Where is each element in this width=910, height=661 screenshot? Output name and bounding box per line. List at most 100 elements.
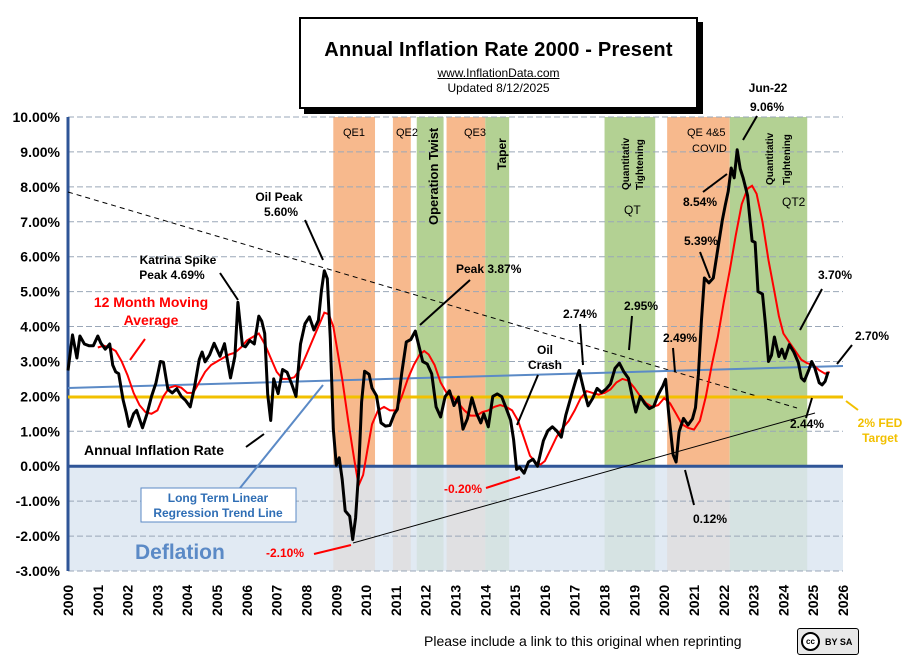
band-1 (392, 117, 411, 571)
reprint-note: Please include a link to this original w… (424, 633, 742, 649)
band-labels: QE1 QE2 Operation Twist QE3 Taper Quanti… (343, 127, 806, 225)
y-tick-label: 10.00% (13, 109, 61, 125)
x-tick-label: 2013 (448, 585, 464, 616)
y-tick-label: 6.00% (20, 249, 60, 265)
x-tick-label: 2023 (746, 585, 762, 616)
annotation-370-pointer (799, 288, 823, 331)
annotation-peak-387: Peak 3.87% (456, 262, 522, 276)
y-tick-label: -1.00% (16, 493, 61, 509)
band-label-covid: COVID (692, 143, 727, 155)
annotation-oil-crash-pointer (516, 374, 539, 426)
band-label-qe1: QE1 (343, 127, 365, 139)
fed-target-pointer (845, 400, 859, 411)
annotation-ma-2: Average (124, 312, 179, 328)
y-tick-label: 7.00% (20, 214, 60, 230)
x-tick-label: 2002 (120, 585, 136, 616)
x-tick-label: 2017 (567, 585, 583, 616)
trend-label-line1: Long Term Linear (168, 491, 269, 505)
annotation-012: 0.12% (693, 512, 727, 526)
license-text: BY SA (825, 637, 853, 647)
annotation-249: 2.49% (663, 331, 697, 345)
band-label-twist: Operation Twist (426, 127, 441, 225)
fed-target-label-1: 2% FED (858, 416, 903, 430)
annotation-244-pointer (805, 397, 813, 419)
annotation-906-pointer (742, 115, 758, 141)
x-tick-label: 2016 (537, 585, 553, 616)
annotation-peak-387-pointer (419, 279, 471, 326)
band-label-qt: QT (624, 203, 641, 217)
y-tick-label: 3.00% (20, 353, 60, 369)
annotation-012-pointer (684, 469, 695, 506)
source-link[interactable]: www.InflationData.com (437, 66, 560, 80)
annotation-oil-peak-2: 5.60% (264, 205, 298, 219)
annotation-neg210: -2.10% (266, 546, 304, 560)
band-label-qt2-vertical-2: Tightening (782, 134, 793, 185)
x-tick-label: 2003 (149, 585, 165, 616)
y-tick-label: -2.00% (16, 528, 61, 544)
y-tick-label: 4.00% (20, 319, 60, 335)
annotation-annual-pointer (245, 433, 265, 448)
moving-average-line (97, 184, 830, 489)
annotation-katrina-pointer (219, 272, 239, 301)
annotations: Oil Peak 5.60% Katrina Spike Peak 4.69% … (84, 81, 889, 560)
x-tick-label: 2010 (358, 585, 374, 616)
annotation-katrina-2: Peak 4.69% (139, 268, 205, 282)
annotation-oil-peak-1: Oil Peak (255, 190, 303, 204)
annotation-274-pointer (579, 323, 584, 366)
annotation-539-pointer (699, 251, 711, 279)
x-tick-label: 2001 (90, 585, 106, 616)
band-label-qe45: QE 4&5 (687, 127, 726, 139)
annotation-295: 2.95% (624, 299, 658, 313)
annotation-jun22: Jun-22 (749, 81, 788, 95)
x-tick-labels: 2000 2001 2002 2003 2004 2005 2006 2007 2008 2009… (60, 585, 851, 616)
annotation-neg020: -0.20% (444, 482, 482, 496)
x-tick-label: 2022 (716, 585, 732, 616)
annotation-295-pointer (628, 315, 633, 351)
annotation-oil-peak-pointer (304, 219, 324, 261)
x-tick-label: 2007 (269, 585, 285, 616)
band-4 (485, 117, 510, 571)
trend-label-line2: Regression Trend Line (153, 506, 283, 520)
x-tick-label: 2015 (507, 585, 523, 616)
band-label-qt-vertical-2: Tightening (635, 139, 646, 190)
annotation-ma-pointer (129, 338, 146, 361)
y-tick-label: 5.00% (20, 284, 60, 300)
band-label-qe3: QE3 (464, 127, 486, 139)
x-tick-label: 2009 (328, 585, 344, 616)
annotation-854-pointer (702, 173, 728, 193)
y-tick-label: 0.00% (20, 458, 60, 474)
band-label-taper: Taper (495, 138, 509, 170)
updated-date: Updated 8/12/2025 (447, 81, 550, 95)
x-tick-label: 2006 (239, 585, 255, 616)
fed-target-label-2: Target (862, 431, 898, 445)
x-tick-label: 2012 (418, 585, 434, 616)
annotation-249-pointer (672, 347, 676, 373)
low-support-line (352, 412, 816, 544)
annotation-ma-1: 12 Month Moving (94, 294, 208, 310)
creative-commons-icon: cc (801, 632, 820, 651)
annotation-270-pointer (836, 344, 853, 365)
annual-inflation-line (66, 148, 830, 542)
annotation-neg210-pointer (313, 544, 352, 555)
x-tick-label: 2026 (835, 585, 851, 616)
x-tick-label: 2018 (597, 585, 613, 616)
y-tick-label: -3.00% (16, 563, 61, 579)
x-tick-label: 2024 (775, 585, 791, 616)
x-tick-label: 2020 (656, 585, 672, 616)
x-tick-label: 2025 (805, 585, 821, 616)
band-label-qe2: QE2 (396, 127, 418, 139)
x-tick-label: 2011 (388, 585, 404, 616)
license-badge[interactable]: cc BY SA (797, 628, 859, 655)
dashed-downtrend-line (67, 191, 798, 409)
annotation-854: 8.54% (683, 195, 717, 209)
band-label-qt2-vertical-1: Quantitativ (765, 132, 776, 185)
x-tick-label: 2008 (298, 585, 314, 616)
trend-label-box (140, 487, 297, 523)
x-tick-label: 2019 (626, 585, 642, 616)
annotation-906: 9.06% (750, 100, 784, 114)
x-tick-label: 2014 (477, 585, 493, 616)
y-tick-label: 1.00% (20, 423, 60, 439)
x-tick-label: 2000 (60, 585, 76, 616)
y-tick-labels: 10.00% 9.00% 8.00% 7.00% 6.00% 5.00% 4.00% 3.00… (13, 109, 61, 579)
